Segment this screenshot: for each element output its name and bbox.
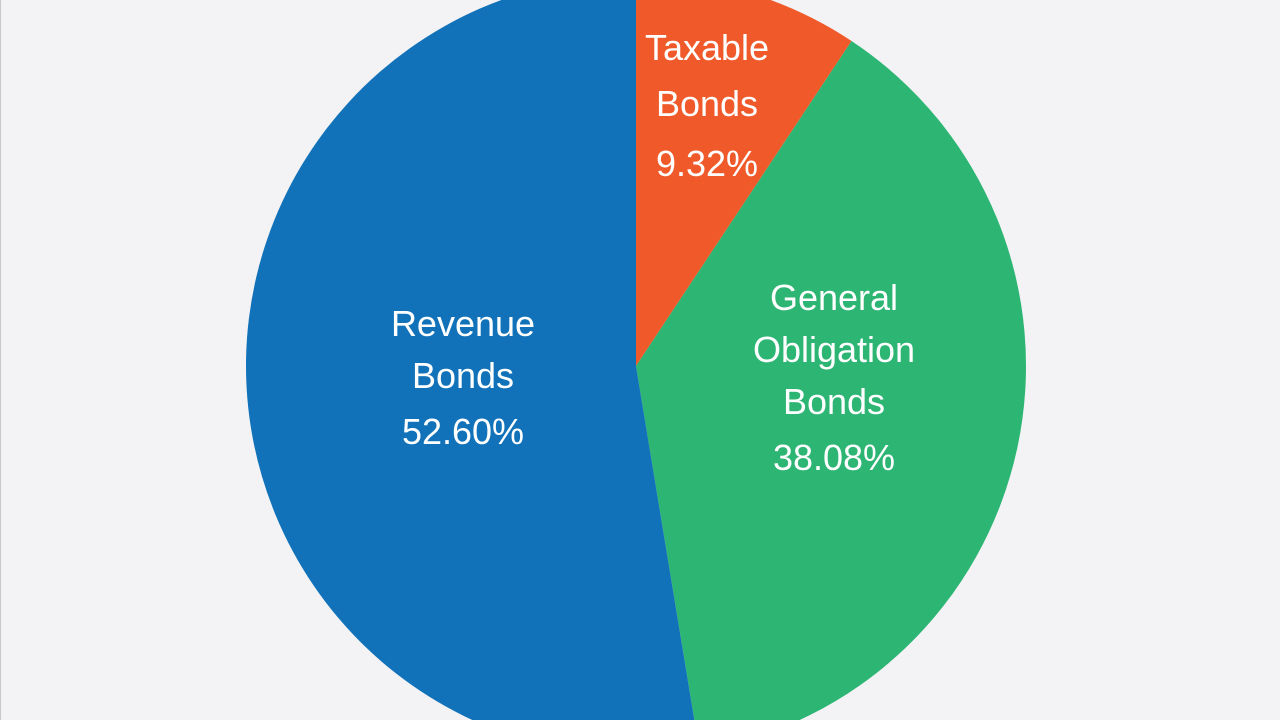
- pie-slice-0: [636, 0, 852, 366]
- slice-name-line: Taxable: [645, 27, 769, 68]
- slice-label-2: Revenue Bonds 52.60%: [391, 303, 535, 452]
- pie-slice-2: [246, 0, 695, 720]
- slice-name-line: Revenue: [391, 303, 535, 344]
- slice-label-1: General Obligation Bonds 38.08%: [753, 277, 915, 478]
- slice-value-label: 9.32%: [656, 143, 758, 184]
- slice-name-line: Bonds: [783, 381, 885, 422]
- slice-name-line: Obligation: [753, 329, 915, 370]
- slice-name-line: Bonds: [656, 83, 758, 124]
- left-border-line: [0, 0, 1, 720]
- slice-name-line: Bonds: [412, 355, 514, 396]
- pie-slice-1: [636, 40, 1026, 720]
- slice-value-label: 52.60%: [402, 411, 524, 452]
- slice-name-line: General: [770, 277, 898, 318]
- slice-value-label: 38.08%: [773, 437, 895, 478]
- slice-label-0: Taxable Bonds 9.32%: [645, 27, 769, 184]
